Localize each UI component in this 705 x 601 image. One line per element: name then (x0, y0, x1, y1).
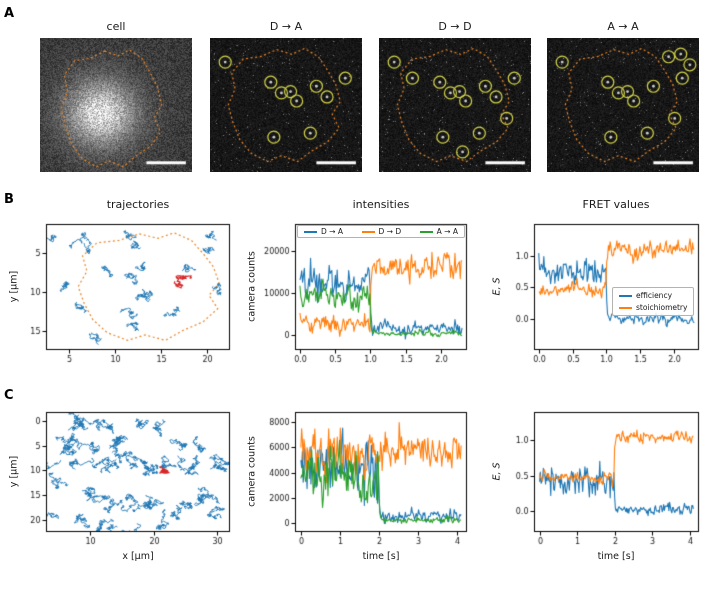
c-fret-ylabel: E, S (491, 462, 503, 481)
c-trajectories-ylabel: y [μm] (8, 455, 20, 488)
legend-intensities: D → A D → D A → A (297, 225, 465, 238)
microscopy-image-d-to-d (379, 38, 531, 172)
c-trajectories-xlabel: x [μm] (122, 551, 154, 562)
b-fret-ylabel: E, S (491, 277, 503, 296)
c-fret-xlabel: time [s] (597, 551, 635, 562)
b-intensities-ylabel: camera counts (246, 251, 258, 322)
chart-c-fret-values (478, 406, 703, 576)
legend-item-d-to-a: D → A (304, 227, 343, 236)
panel-label-b: B (4, 192, 14, 207)
plot-title-trajectories: trajectories (106, 198, 170, 211)
panel-label-a: A (4, 6, 15, 21)
legend-label-a-to-a: A → A (436, 227, 458, 236)
microscopy-image-a-to-a (547, 38, 699, 172)
microscopy-image-d-to-a (210, 38, 362, 172)
a-to-a-line-swatch (419, 230, 433, 233)
chart-c-intensities (243, 406, 473, 576)
legend-item-d-to-d: D → D (361, 227, 402, 236)
plot-title-fret-values: FRET values (582, 198, 650, 211)
image-title-a-to-a: A → A (607, 20, 639, 33)
c-intensities-ylabel: camera counts (246, 436, 258, 507)
d-to-a-line-swatch (304, 230, 317, 233)
chart-c-trajectories (8, 406, 238, 576)
legend-item-efficiency: efficiency (619, 291, 672, 300)
legend-label-d-to-d: D → D (378, 227, 402, 236)
panel-label-c: C (4, 388, 14, 403)
image-title-d-to-d: D → D (438, 20, 472, 33)
legend-item-stoichiometry: stoichiometry (619, 303, 687, 312)
c-intensities-xlabel: time [s] (362, 551, 400, 562)
legend-label-d-to-a: D → A (321, 227, 343, 236)
b-trajectories-ylabel: y [μm] (8, 270, 20, 303)
chart-b-intensities (243, 218, 473, 376)
image-title-d-to-a: D → A (269, 20, 303, 33)
legend-label-efficiency: efficiency (636, 291, 673, 300)
legend-item-a-to-a: A → A (419, 227, 458, 236)
stoichiometry-line-swatch (619, 306, 632, 309)
image-title-cell: cell (106, 20, 126, 33)
plot-title-intensities: intensities (352, 198, 410, 211)
legend-label-stoichiometry: stoichiometry (636, 303, 688, 312)
microscopy-image-cell (40, 38, 192, 172)
legend-fret: efficiency stoichiometry (612, 287, 695, 316)
d-to-d-line-swatch (361, 230, 375, 233)
efficiency-line-swatch (619, 294, 632, 297)
chart-b-trajectories (8, 218, 238, 376)
